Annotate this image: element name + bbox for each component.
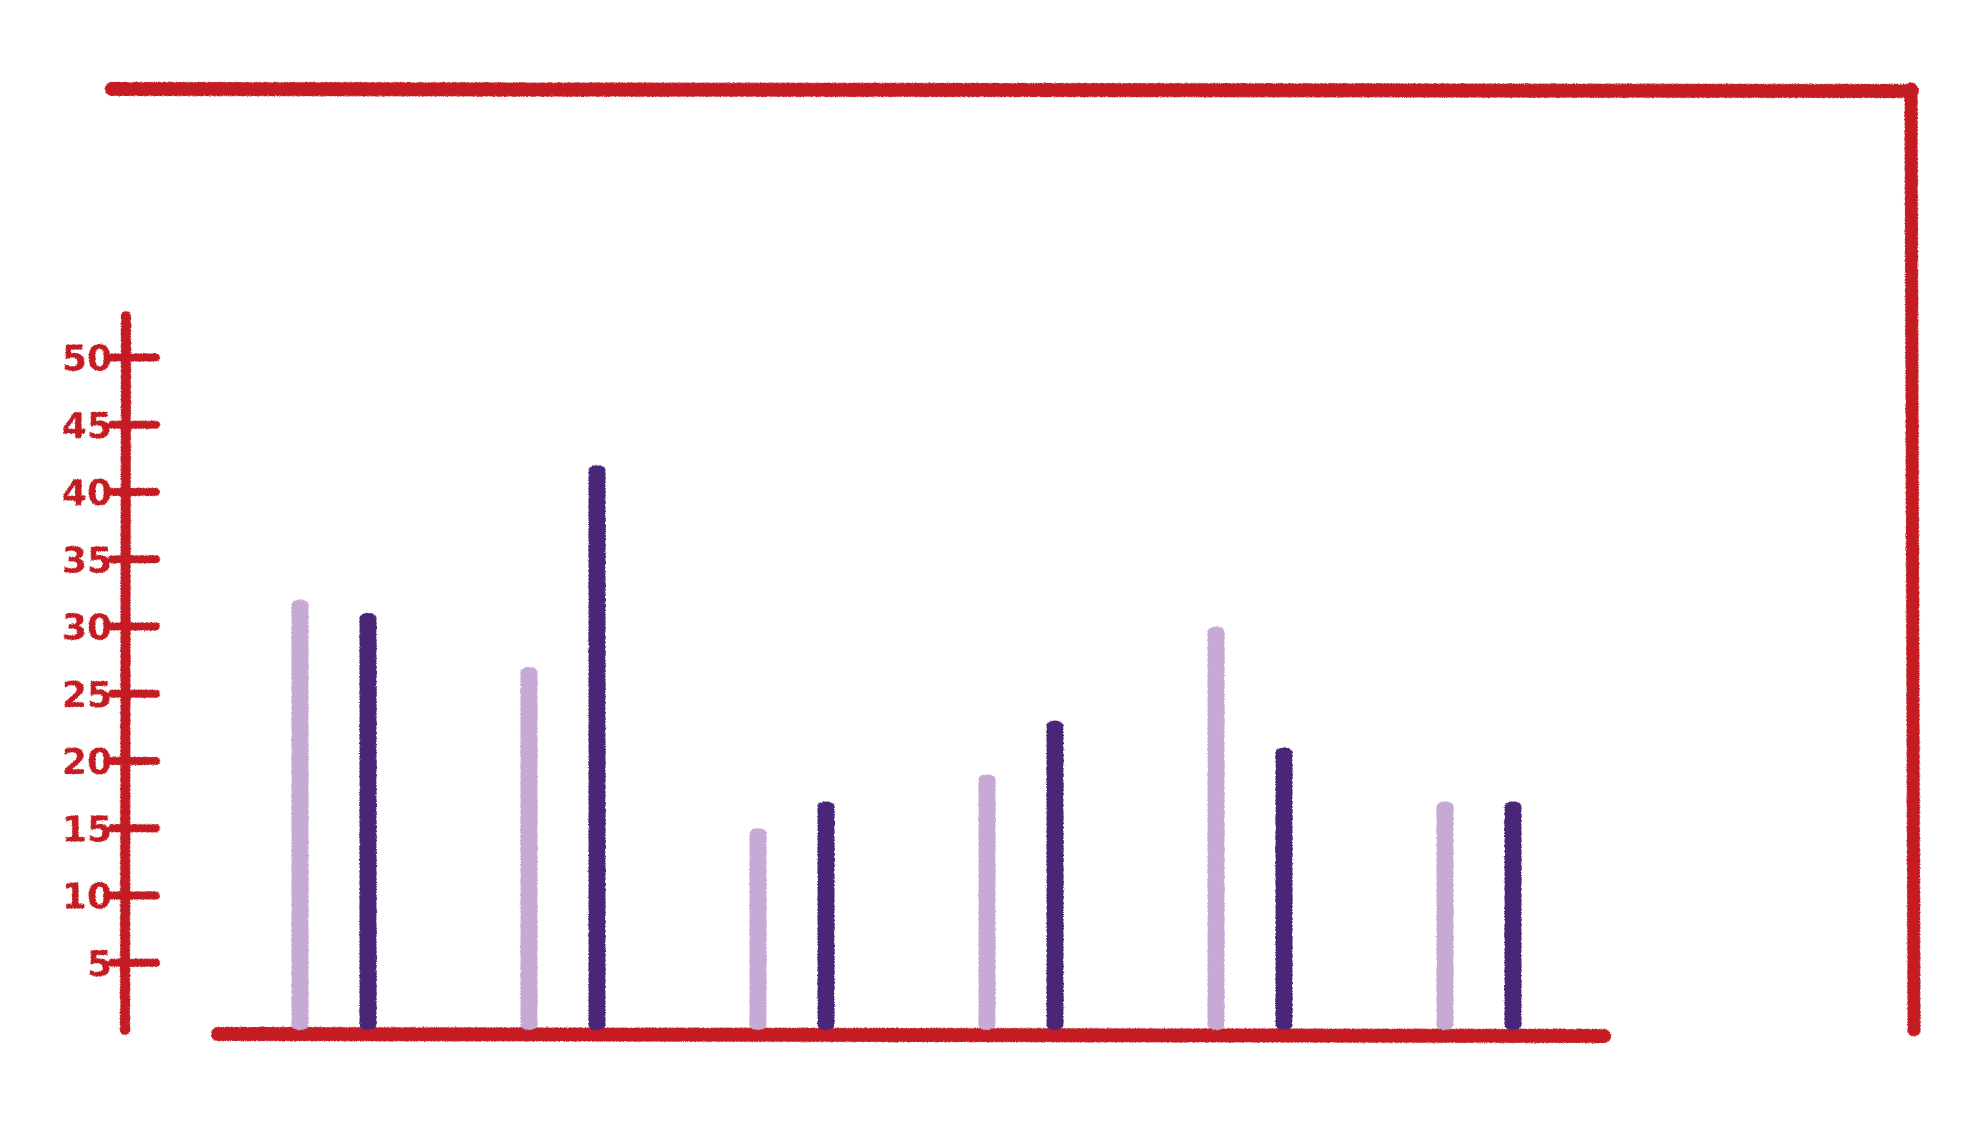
- bar-series-1-group-4: [978, 774, 996, 1030]
- frame-right-line: [1904, 82, 1921, 1037]
- y-axis-line: [120, 311, 131, 1035]
- y-tick-label: 45: [62, 406, 112, 447]
- y-tick-label: 10: [62, 877, 112, 918]
- bar-series-1-group-2: [520, 666, 538, 1030]
- bar-series-2-group-6: [1504, 801, 1522, 1030]
- y-tick-label: 5: [87, 944, 112, 985]
- x-axis-line: [211, 1027, 1611, 1043]
- bar-series-1-group-1: [291, 599, 309, 1030]
- bar-series-2-group-1: [359, 613, 377, 1030]
- bar-series-2-group-2: [588, 465, 606, 1031]
- y-tick-label: 40: [62, 473, 112, 514]
- y-tick-label: 20: [62, 742, 112, 783]
- y-tick-label: 25: [62, 675, 112, 716]
- bar-series-2-group-4: [1046, 720, 1064, 1030]
- chart-frame: [105, 82, 1921, 1037]
- bar-series-2-group-3: [817, 801, 835, 1030]
- frame-top-line: [105, 82, 1919, 98]
- bar-series-1-group-6: [1436, 801, 1454, 1030]
- bar-series-2-group-5: [1275, 747, 1293, 1030]
- y-tick-label: 15: [62, 809, 112, 850]
- y-tick-label: 35: [62, 540, 112, 581]
- bar-series-1-group-5: [1207, 626, 1225, 1030]
- bars: [291, 465, 1522, 1031]
- y-tick-label: 30: [62, 608, 112, 649]
- y-axis: 5 10 15 20 25 30 35 40 45 50: [62, 311, 1611, 1043]
- y-tick-label: 50: [62, 339, 112, 380]
- bar-series-1-group-3: [749, 828, 767, 1030]
